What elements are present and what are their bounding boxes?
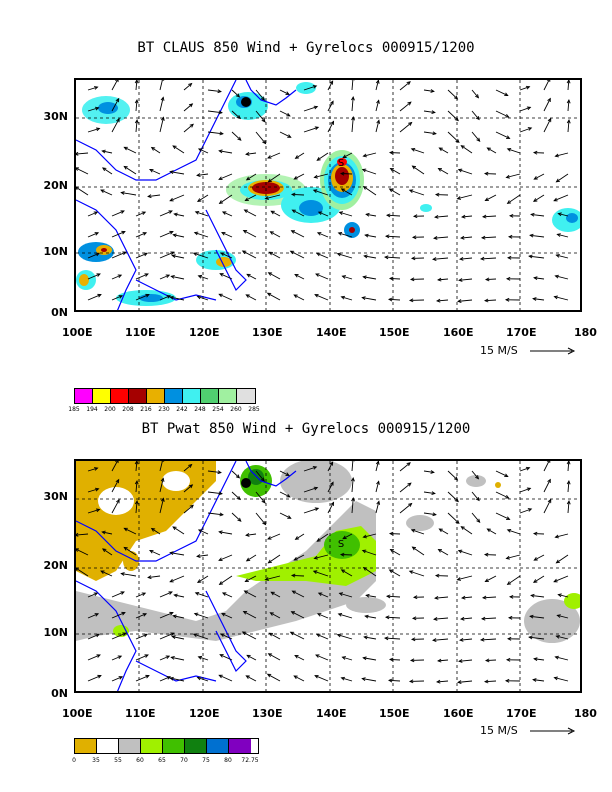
colorbar-swatch [207, 739, 229, 753]
colorbar-swatch [147, 389, 165, 403]
colorbar-tick-label: 75 [202, 757, 210, 764]
p1-ylabel-30n: 30N [43, 110, 68, 123]
colorbar-tick-label: 65 [158, 757, 166, 764]
colorbar-swatch [219, 389, 237, 403]
p1-xlabel-100e: 100E [62, 326, 93, 339]
colorbar-swatch [183, 389, 201, 403]
colorbar-swatch [163, 739, 185, 753]
pwat-map-svg: S [76, 461, 580, 691]
p1-ylabel-20n: 20N [43, 179, 68, 192]
colorbar-tick-label: 260 [230, 406, 242, 413]
grid-lines [76, 461, 580, 691]
colorbar-tick-label: 55 [114, 757, 122, 764]
p2-scale-arrow [530, 727, 576, 735]
colorbar-tick-label: 242 [176, 406, 188, 413]
p1-xlabel-140e: 140E [316, 326, 347, 339]
colorbar-swatch [93, 389, 111, 403]
p1-xlabel-170e: 170E [506, 326, 537, 339]
colorbar-swatch [201, 389, 219, 403]
p2-xlabel-180: 180 [574, 707, 597, 720]
p1-scale-arrow [530, 347, 576, 355]
colorbar-tick-label: 72.75 [241, 757, 259, 764]
colorbar-tick-label: 0 [72, 757, 76, 764]
gyre-locations: S [241, 478, 344, 550]
p1-colorbar-labels: 185 194 200 208 216 230 242 248 254 260 285 [68, 406, 260, 416]
p2-xlabel-100e: 100E [62, 707, 93, 720]
colorbar-swatch [75, 389, 93, 403]
wind-vectors [76, 80, 571, 303]
colorbar-tick-label: 216 [140, 406, 152, 413]
colorbar-tick-label: 60 [136, 757, 144, 764]
colorbar-swatch [111, 389, 129, 403]
p1-xlabel-150e: 150E [379, 326, 410, 339]
colorbar-tick-label: 185 [68, 406, 80, 413]
colorbar-swatch [165, 389, 183, 403]
colorbar-tick-label: 230 [158, 406, 170, 413]
p2-ylabel-30n: 30N [43, 490, 68, 503]
p1-xlabel-160e: 160E [443, 326, 474, 339]
p2-xlabel-160e: 160E [443, 707, 474, 720]
colorbar-tick-label: 200 [104, 406, 116, 413]
p1-scale-label: 15 M/S [480, 344, 518, 357]
grid-lines [76, 80, 580, 310]
colorbar-swatch [141, 739, 163, 753]
p1-xlabel-130e: 130E [252, 326, 283, 339]
colorbar-tick-label: 285 [248, 406, 260, 413]
colorbar-swatch [237, 389, 255, 403]
colorbar-swatch [97, 739, 119, 753]
colorbar-tick-label: 70 [180, 757, 188, 764]
p1-xlabel-110e: 110E [125, 326, 156, 339]
colorbar-tick-label: 35 [92, 757, 100, 764]
claus-map-panel: S [74, 78, 582, 312]
p2-scale-label: 15 M/S [480, 724, 518, 737]
p2-xlabel-110e: 110E [125, 707, 156, 720]
claus-map-svg: S [76, 80, 580, 310]
colorbar-tick-label: 208 [122, 406, 134, 413]
p2-colorbar [74, 738, 259, 754]
p1-xlabel-120e: 120E [189, 326, 220, 339]
colorbar-swatch [229, 739, 251, 753]
p2-xlabel-140e: 140E [316, 707, 347, 720]
cloud-top-shading [76, 82, 580, 306]
colorbar-tick-label: 254 [212, 406, 224, 413]
p1-ylabel-0n: 0N [51, 306, 68, 319]
colorbar-tick-label: 248 [194, 406, 206, 413]
colorbar-tick-label: 80 [224, 757, 232, 764]
svg-text:S: S [338, 158, 344, 169]
colorbar-swatch [129, 389, 147, 403]
svg-text:S: S [338, 539, 344, 550]
p2-xlabel-150e: 150E [379, 707, 410, 720]
p2-xlabel-120e: 120E [189, 707, 220, 720]
p2-xlabel-170e: 170E [506, 707, 537, 720]
p2-xlabel-130e: 130E [252, 707, 283, 720]
p1-ylabel-10n: 10N [43, 245, 68, 258]
p2-ylabel-20n: 20N [43, 559, 68, 572]
p1-xlabel-180: 180 [574, 326, 597, 339]
panel2-title: BT Pwat 850 Wind + Gyrelocs 000915/1200 [141, 421, 471, 437]
p2-ylabel-0n: 0N [51, 687, 68, 700]
colorbar-tick-label: 194 [86, 406, 98, 413]
precipitable-water-shading [76, 461, 580, 643]
p1-colorbar [74, 388, 256, 404]
colorbar-swatch [75, 739, 97, 753]
p2-colorbar-labels: 0 35 55 60 65 70 75 80 72.75 [72, 757, 259, 767]
colorbar-swatch [185, 739, 207, 753]
panel1-title: BT CLAUS 850 Wind + Gyrelocs 000915/1200 [137, 40, 475, 56]
p2-ylabel-10n: 10N [43, 626, 68, 639]
colorbar-swatch [119, 739, 141, 753]
pwat-map-panel: S [74, 459, 582, 693]
wind-vectors [76, 461, 571, 684]
gyre-locations: S [241, 97, 344, 169]
